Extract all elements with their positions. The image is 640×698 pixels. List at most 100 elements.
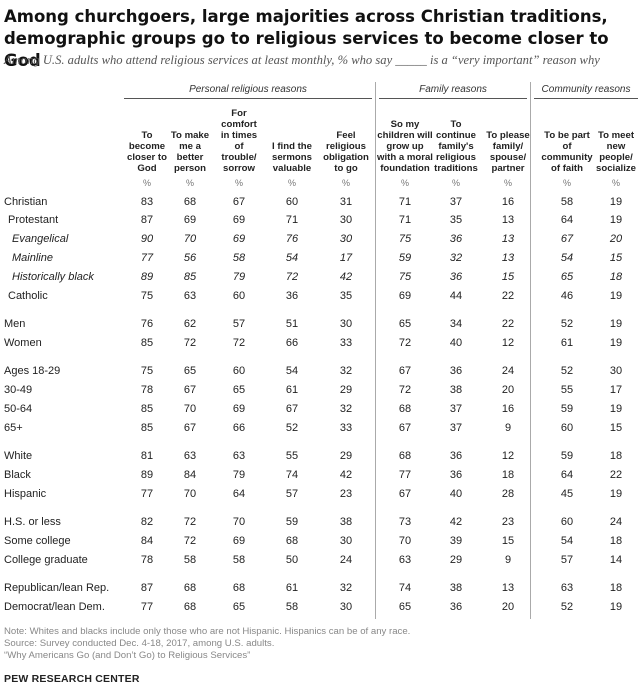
- table-cell: 68: [232, 582, 246, 594]
- table-cell: 59: [560, 450, 574, 462]
- table-cell: 58: [232, 554, 246, 566]
- table-cell: 75: [140, 290, 154, 302]
- table-cell: 30: [339, 318, 353, 330]
- table-cell: 35: [339, 290, 353, 302]
- row-label: White: [4, 450, 33, 462]
- table-cell: 14: [609, 554, 623, 566]
- percent-symbol: %: [451, 178, 460, 188]
- table-cell: 74: [285, 469, 299, 481]
- table-cell: 90: [140, 233, 154, 245]
- table-cell: 63: [232, 450, 246, 462]
- table-cell: 29: [339, 384, 353, 396]
- table-cell: 57: [560, 554, 574, 566]
- table-cell: 22: [501, 318, 515, 330]
- column-header: To continue family's religious tradition…: [434, 119, 478, 174]
- table-cell: 65: [398, 318, 412, 330]
- table-cell: 42: [449, 516, 463, 528]
- table-cell: 76: [140, 318, 154, 330]
- table-cell: 63: [398, 554, 412, 566]
- brand-logo-text: PEW RESEARCH CENTER: [4, 673, 140, 685]
- table-cell: 31: [339, 196, 353, 208]
- row-label: 65+: [4, 422, 23, 434]
- table-cell: 67: [560, 233, 574, 245]
- table-cell: 84: [140, 535, 154, 547]
- table-cell: 71: [398, 196, 412, 208]
- table-cell: 70: [183, 233, 197, 245]
- page-title: Among churchgoers, large majorities acro…: [4, 7, 609, 70]
- table-cell: 19: [609, 488, 623, 500]
- table-cell: 78: [140, 554, 154, 566]
- table-cell: 22: [501, 290, 515, 302]
- row-label: Christian: [4, 196, 48, 208]
- report-title-line: “Why Americans Go (and Don’t Go) to Reli…: [4, 649, 251, 661]
- table-cell: 57: [232, 318, 246, 330]
- table-cell: 37: [449, 422, 463, 434]
- table-cell: 77: [140, 488, 154, 500]
- table-cell: 30: [609, 365, 623, 377]
- table-row: Men 76 62 57 51 30 65 34 22 52 19: [0, 315, 640, 334]
- table-cell: 69: [183, 214, 197, 226]
- table-cell: 72: [183, 337, 197, 349]
- column-header: To make me a better person: [170, 130, 210, 174]
- row-label: Ages 18-29: [4, 365, 61, 377]
- row-label: Republican/lean Rep.: [4, 582, 110, 594]
- row-label: Evangelical: [12, 233, 69, 245]
- table-cell: 60: [560, 422, 574, 434]
- table-cell: 65: [560, 271, 574, 283]
- table-cell: 35: [449, 214, 463, 226]
- row-label: Catholic: [8, 290, 48, 302]
- table-cell: 51: [285, 318, 299, 330]
- table-cell: 69: [232, 214, 246, 226]
- table-cell: 72: [183, 516, 197, 528]
- percent-symbol: %: [400, 178, 409, 188]
- table-cell: 63: [560, 582, 574, 594]
- table-cell: 63: [183, 290, 197, 302]
- row-label: Some college: [4, 535, 71, 547]
- table-row: Mainline 77 56 58 54 17 59 32 13 54 15: [0, 249, 640, 268]
- table-cell: 58: [560, 196, 574, 208]
- table-cell: 59: [285, 516, 299, 528]
- table-cell: 33: [339, 337, 353, 349]
- table-cell: 36: [449, 365, 463, 377]
- table-cell: 85: [140, 337, 154, 349]
- table-cell: 70: [232, 516, 246, 528]
- table-cell: 30: [339, 535, 353, 547]
- table-cell: 42: [339, 469, 353, 481]
- table-cell: 18: [609, 535, 623, 547]
- table-cell: 30: [339, 601, 353, 613]
- table-row: Christian 83 68 67 60 31 71 37 16 58 19: [0, 193, 640, 212]
- table-cell: 45: [560, 488, 574, 500]
- table-cell: 85: [183, 271, 197, 283]
- table-cell: 77: [140, 252, 154, 264]
- table-cell: 76: [285, 233, 299, 245]
- table-cell: 65: [183, 365, 197, 377]
- table-cell: 19: [609, 214, 623, 226]
- table-row: College graduate 78 58 58 50 24 63 29 9 57 14: [0, 551, 640, 570]
- table-row: Republican/lean Rep. 87 68 68 61 32 74 38 13 63 18: [0, 579, 640, 598]
- table-cell: 87: [140, 214, 154, 226]
- table-cell: 13: [501, 582, 515, 594]
- table-cell: 18: [609, 582, 623, 594]
- table-cell: 19: [609, 403, 623, 415]
- table-cell: 79: [232, 271, 246, 283]
- table-cell: 19: [609, 318, 623, 330]
- table-cell: 55: [285, 450, 299, 462]
- table-cell: 79: [232, 469, 246, 481]
- table-cell: 68: [398, 450, 412, 462]
- table-cell: 38: [449, 384, 463, 396]
- table-cell: 67: [183, 422, 197, 434]
- row-label: Protestant: [8, 214, 59, 226]
- row-label: 50-64: [4, 403, 33, 415]
- table-cell: 36: [449, 271, 463, 283]
- table-cell: 85: [140, 403, 154, 415]
- table-cell: 30: [339, 214, 353, 226]
- table-cell: 38: [449, 582, 463, 594]
- table-cell: 29: [339, 450, 353, 462]
- table-cell: 44: [449, 290, 463, 302]
- table-cell: 67: [285, 403, 299, 415]
- column-divider: [375, 82, 376, 619]
- note-line: Note: Whites and blacks include only tho…: [4, 626, 411, 637]
- table-cell: 60: [560, 516, 574, 528]
- table-cell: 60: [232, 365, 246, 377]
- table-row: Black 89 84 79 74 42 77 36 18 64 22: [0, 466, 640, 485]
